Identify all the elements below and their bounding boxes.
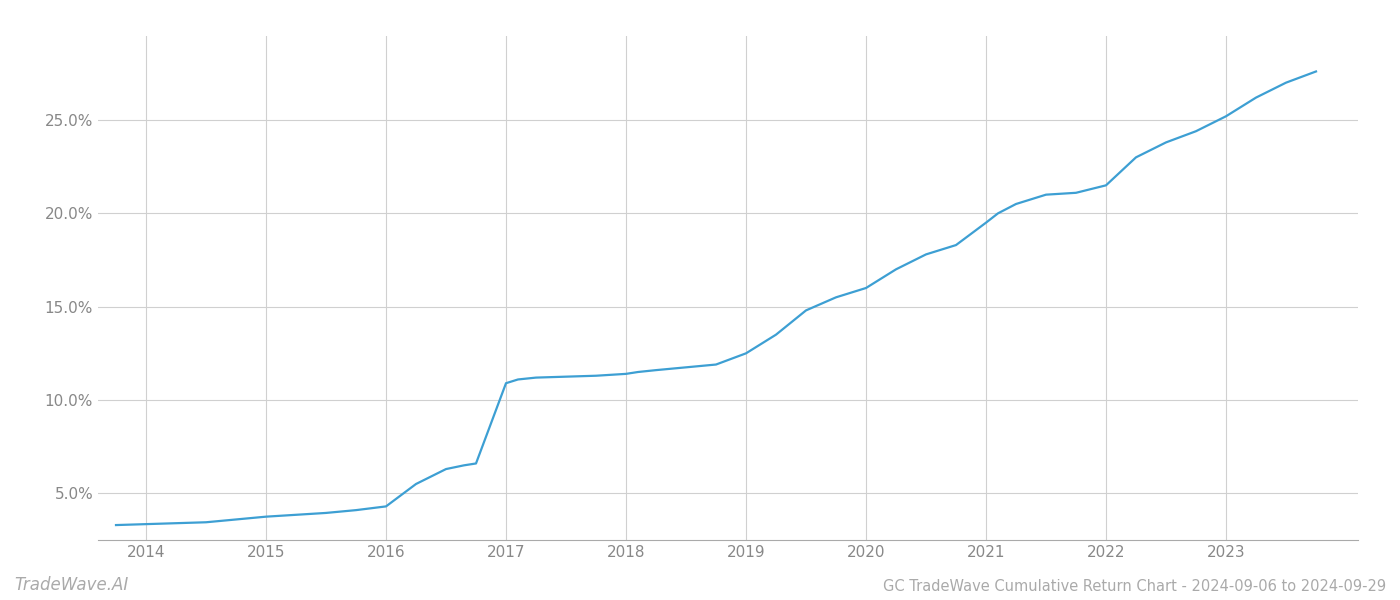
Text: GC TradeWave Cumulative Return Chart - 2024-09-06 to 2024-09-29: GC TradeWave Cumulative Return Chart - 2… bbox=[883, 579, 1386, 594]
Text: TradeWave.AI: TradeWave.AI bbox=[14, 576, 129, 594]
